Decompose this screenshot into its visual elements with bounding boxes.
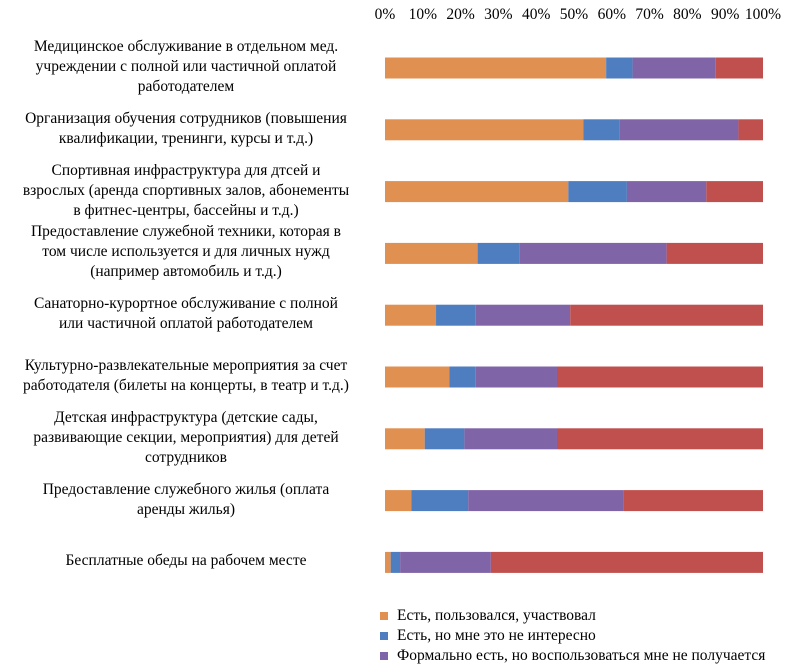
category-label: Предоставление служебного жилья (оплата … [42,480,330,518]
legend-label: Формально есть, но воспользоваться мне н… [397,647,766,664]
bar-segment-8-series-3 [468,490,624,512]
bar-segment-4-series-1 [385,242,478,264]
bar-segment-5-series-2 [436,304,476,326]
category-label: Культурно-развлекательные мероприятия за… [23,357,349,394]
legend-item: Есть, но мне это не интересно [378,626,765,646]
bar-segment-2-series-1 [385,119,584,141]
x-tick-label: 100% [744,6,782,23]
bar-segment-8-series-4 [623,490,763,512]
bar-segment-1-series-4 [715,57,763,79]
bar-segment-1-series-3 [632,57,716,79]
x-tick-label: 50% [559,6,589,23]
category-label: Санаторно-курортное обслуживание с полно… [34,295,338,333]
bar-segment-6-series-1 [385,366,450,388]
bar-segment-7-series-1 [385,428,425,450]
bar-segment-6-series-3 [475,366,557,388]
bar-segment-5-series-3 [475,304,571,326]
bar-segment-7-series-4 [556,428,763,450]
x-tick-label: 20% [446,6,475,23]
category-label: Детская инфраструктура (детские сады, ра… [33,408,339,466]
x-tick-label: 90% [710,6,740,23]
bar-segment-6-series-2 [449,366,476,388]
bar-segment-1-series-1 [385,57,607,79]
bar-segment-9-series-1 [385,551,391,573]
legend-item: Формально есть, но воспользоваться мне н… [378,646,765,666]
bar-segment-2-series-4 [738,119,763,141]
category-label: Бесплатные обеды на рабочем месте [65,552,307,570]
bar-segment-5-series-1 [385,304,437,326]
category-label: Спортивная инфраструктура для дтсей и вз… [22,161,350,219]
bar-segment-8-series-1 [385,490,412,512]
bar-segment-2-series-2 [583,119,620,141]
legend-swatch [380,652,388,660]
category-label: Медицинское обслуживание в отдельном мед… [33,38,339,95]
category-label: Предоставление служебной техники, котора… [30,223,341,281]
x-tick-label: 30% [484,6,513,23]
bar-segment-8-series-2 [411,490,469,512]
bar-segment-3-series-2 [568,181,627,203]
bar-segment-4-series-2 [477,242,520,264]
category-label: Организация обучения сотрудников (повыше… [25,109,347,147]
bar-segment-6-series-4 [556,366,763,388]
x-tick-label: 70% [635,6,664,23]
bar-segment-7-series-3 [464,428,557,450]
bar-segment-3-series-4 [706,181,763,203]
x-tick-label: 40% [521,6,551,23]
x-tick-label: 10% [408,6,438,23]
legend: Есть, пользовался, участвовал Есть, но мн… [378,606,765,666]
bar-segment-9-series-3 [400,551,491,573]
x-tick-label: 0% [374,6,396,23]
bar-segment-9-series-4 [490,551,763,573]
legend-item: Есть, пользовался, участвовал [378,606,765,626]
bar-segment-3-series-1 [385,181,569,203]
bar-segment-3-series-3 [626,181,707,203]
legend-label: Есть, но мне это не интересно [397,627,596,644]
bar-segment-4-series-4 [666,242,763,264]
bar-segment-5-series-4 [570,304,763,326]
x-tick-label: 80% [673,6,702,23]
legend-swatch [380,612,388,620]
bar-segment-7-series-2 [424,428,465,450]
bar-segment-9-series-2 [390,551,401,573]
legend-swatch [380,632,388,640]
bar-segment-4-series-3 [519,242,667,264]
bar-segment-2-series-3 [619,119,739,141]
bar-segment-1-series-2 [606,57,633,79]
x-tick-label: 60% [597,6,627,23]
legend-label: Есть, пользовался, участвовал [397,607,596,624]
